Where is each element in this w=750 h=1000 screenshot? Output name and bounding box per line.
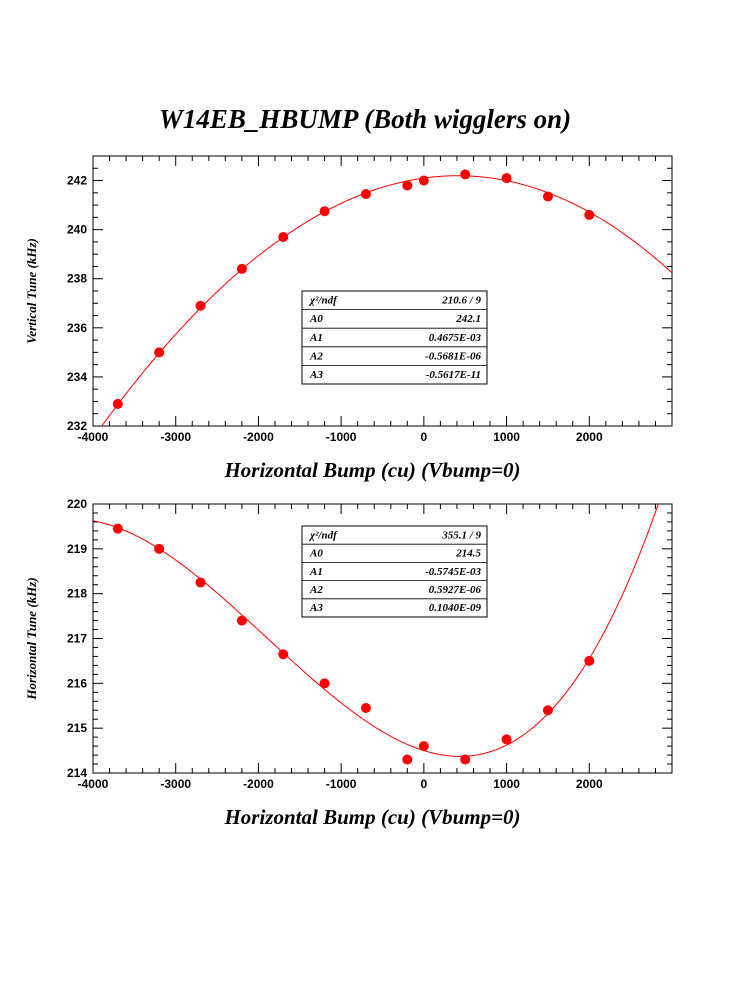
panel1-stats-label: A0 bbox=[309, 313, 323, 325]
panel1-stats-value: -0.5681E-06 bbox=[425, 350, 481, 362]
panel1-x-tick-label: -4000 bbox=[78, 430, 109, 444]
panel2-x-tick-label: 2000 bbox=[576, 777, 603, 791]
panel1-data-point bbox=[501, 173, 512, 184]
panel1-x-tick-label: -1000 bbox=[326, 430, 357, 444]
panel1-data-point bbox=[236, 263, 247, 274]
panel1-fit-curve bbox=[101, 175, 672, 426]
panel2-data-point bbox=[402, 754, 413, 765]
panel2-stats-label: A0 bbox=[309, 548, 323, 560]
panel1-data-point bbox=[418, 175, 429, 186]
panel2-y-tick-label: 220 bbox=[67, 497, 87, 511]
panel2-data-point bbox=[460, 754, 471, 765]
panel1-y-tick-label: 242 bbox=[67, 174, 87, 188]
panel1-stats-label: χ²/ndf bbox=[308, 295, 338, 307]
panel2-stats-value: 214.5 bbox=[455, 548, 481, 560]
panel2-y-tick-label: 219 bbox=[67, 542, 87, 556]
panel2-x-tick-label: -3000 bbox=[160, 777, 191, 791]
panel1-x-tick-label: 0 bbox=[421, 430, 428, 444]
panel2-y-tick-label: 216 bbox=[67, 676, 87, 690]
panel2-data-point bbox=[501, 734, 512, 745]
panel2-data-point bbox=[195, 577, 206, 588]
panel2-y-tick-label: 215 bbox=[67, 721, 87, 735]
panel2-data-point bbox=[418, 741, 429, 752]
panel2-stats-value: 0.5927E-06 bbox=[429, 584, 482, 596]
panel2-x-tick-label: -1000 bbox=[326, 777, 357, 791]
panel1-data-point bbox=[319, 206, 330, 217]
panel2-data-point bbox=[278, 649, 289, 660]
panel1-stats-value: 242.1 bbox=[455, 313, 481, 325]
panel1-data-point bbox=[154, 347, 165, 358]
panel1-y-tick-label: 238 bbox=[67, 272, 87, 286]
panel2-y-tick-label: 214 bbox=[67, 766, 87, 780]
panel1-x-tick-label: 1000 bbox=[493, 430, 520, 444]
panel2-y-tick-label: 218 bbox=[67, 587, 87, 601]
panel2-x-tick-label: -2000 bbox=[243, 777, 274, 791]
panel2-y-tick-label: 217 bbox=[67, 632, 87, 646]
panel2-data-point bbox=[154, 543, 165, 554]
panel1-data-point bbox=[112, 398, 123, 409]
panel1-data-point bbox=[584, 209, 595, 220]
panel1-y-tick-label: 236 bbox=[67, 321, 87, 335]
panel1-x-tick-label: 2000 bbox=[576, 430, 603, 444]
panel2-y-axis-title: Horizontal Tune (kHz) bbox=[24, 577, 39, 700]
panel1-stats-label: A2 bbox=[309, 350, 323, 362]
panel1-y-tick-label: 232 bbox=[67, 419, 87, 433]
page-title: W14EB_HBUMP (Both wigglers on) bbox=[158, 104, 572, 134]
panel2-data-point bbox=[360, 702, 371, 713]
panel2-fit-curve bbox=[93, 504, 659, 757]
panel1-x-tick-label: -3000 bbox=[160, 430, 191, 444]
panel2-x-tick-label: 1000 bbox=[493, 777, 520, 791]
panel2-x-tick-label: -4000 bbox=[78, 777, 109, 791]
panel1-data-point bbox=[360, 189, 371, 200]
panel2-x-axis-title: Horizontal Bump (cu) (Vbump=0) bbox=[223, 805, 520, 829]
panel2-stats-label: A1 bbox=[309, 566, 323, 578]
panel2-stats-label: A3 bbox=[309, 602, 323, 614]
panel1-y-tick-label: 240 bbox=[67, 223, 87, 237]
panel1-stats-label: A3 bbox=[309, 369, 323, 381]
panel1-data-point bbox=[278, 232, 289, 242]
panel2-data-point bbox=[236, 615, 247, 626]
panel2-x-tick-label: 0 bbox=[421, 777, 428, 791]
panel2-stats-value: -0.5745E-03 bbox=[425, 566, 481, 578]
panel1-data-point bbox=[542, 191, 553, 202]
panel1-stats-label: A1 bbox=[309, 332, 323, 344]
panel2-stats-value: 355.1 / 9 bbox=[441, 529, 481, 541]
panel1-stats-value: 0.4675E-03 bbox=[429, 332, 482, 344]
panel1-stats-value: -0.5617E-11 bbox=[426, 369, 481, 381]
panel1-y-tick-label: 234 bbox=[67, 370, 87, 384]
panel2-data-point bbox=[319, 678, 330, 689]
panel1-x-axis-title: Horizontal Bump (cu) (Vbump=0) bbox=[223, 458, 520, 482]
panel1-y-axis-title: Vertical Tune (kHz) bbox=[24, 238, 39, 344]
panel2-stats-value: 0.1040E-09 bbox=[429, 602, 482, 614]
panel1-data-point bbox=[460, 169, 471, 180]
panel1-x-tick-label: -2000 bbox=[243, 430, 274, 444]
panel1-stats-value: 210.6 / 9 bbox=[441, 295, 481, 307]
panel1-stats-box bbox=[301, 290, 488, 385]
panel2-stats-label: χ²/ndf bbox=[308, 529, 338, 541]
panel2-data-point bbox=[584, 655, 595, 666]
panel2-data-point bbox=[542, 705, 553, 716]
panel2-stats-box bbox=[301, 525, 488, 618]
panel2-data-point bbox=[112, 523, 123, 534]
panel1-data-point bbox=[402, 180, 413, 191]
panel2-stats-label: A2 bbox=[309, 584, 323, 596]
panel1-data-point bbox=[195, 300, 206, 311]
